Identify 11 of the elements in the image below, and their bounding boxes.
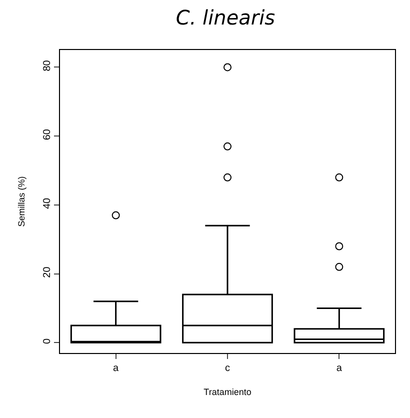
y-axis-title: Semillas (%) [16, 176, 26, 227]
chart-title: C. linearis [176, 5, 276, 30]
y-tick-label: 0 [42, 338, 53, 344]
y-tick-label: 60 [42, 128, 53, 140]
x-tick-label: a [113, 363, 120, 374]
y-tick-label: 80 [42, 60, 53, 72]
y-tick-label: 40 [42, 197, 53, 210]
y-tick-label: 20 [42, 266, 53, 278]
x-tick-label: a [336, 363, 342, 374]
x-tick-label: c [225, 363, 230, 374]
x-axis-title: Tratamiento [204, 386, 252, 397]
